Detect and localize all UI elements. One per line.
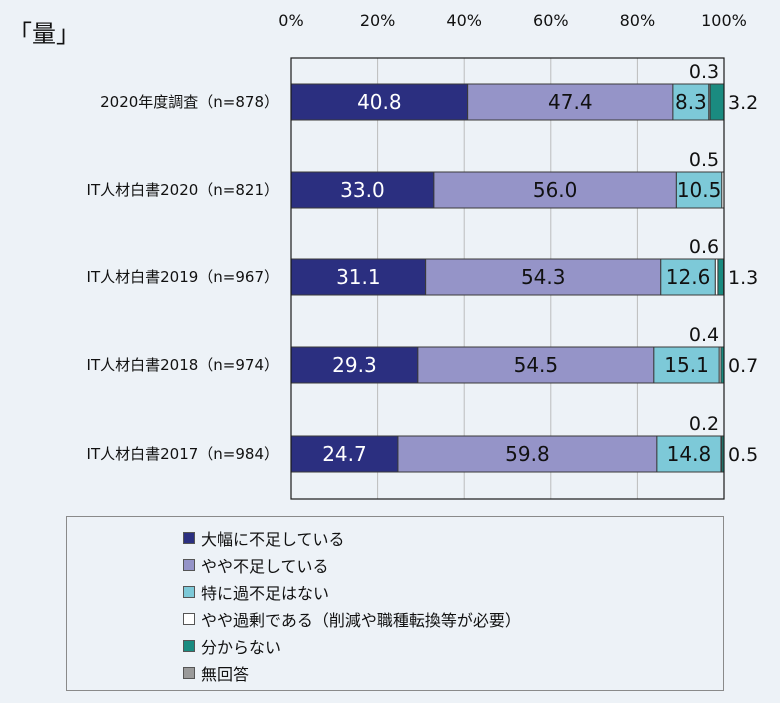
data-label: 8.3	[675, 90, 707, 114]
data-label: 15.1	[664, 353, 709, 377]
legend-swatch	[183, 586, 195, 598]
bar-segment	[675, 171, 723, 209]
legend-swatch	[183, 613, 195, 625]
bar-segment	[290, 346, 419, 384]
legend-label: やや不足している	[201, 557, 329, 576]
bar-segment	[672, 83, 710, 121]
legend-swatch	[183, 532, 195, 544]
data-label: 54.3	[521, 265, 566, 289]
category-labels: 2020年度調査（n=878） IT人材白書2020（n=821） IT人材白書20…	[87, 93, 279, 463]
legend-swatch	[183, 640, 195, 652]
legend-item: 特に過不足はない	[183, 581, 329, 603]
data-label: 56.0	[533, 178, 578, 202]
bar-segment	[290, 171, 435, 209]
category-label: IT人材白書2017（n=984）	[87, 445, 279, 463]
plot-frame	[290, 57, 725, 500]
bar-segment	[433, 171, 677, 209]
bars	[290, 83, 725, 473]
category-label: IT人材白書2018（n=974）	[87, 356, 279, 374]
data-label: 14.8	[667, 442, 712, 466]
x-tick-label: 60%	[533, 11, 569, 30]
data-label: 40.8	[357, 90, 402, 114]
x-axis-ticks: 0% 20% 40% 60% 80% 100%	[278, 11, 747, 30]
data-label-above: 0.2	[689, 413, 719, 435]
data-label-above: 0.4	[689, 324, 719, 346]
data-label-right: 1.3	[728, 267, 758, 289]
bar-segment	[709, 83, 725, 121]
bar-segment	[717, 258, 725, 296]
data-label: 54.5	[514, 353, 559, 377]
x-tick-label: 20%	[360, 11, 396, 30]
legend-item: 無回答	[183, 662, 249, 684]
x-tick-label: 100%	[701, 11, 747, 30]
category-label: IT人材白書2019（n=967）	[87, 268, 279, 286]
legend-item: やや不足している	[183, 554, 329, 576]
data-label-right: 0.5	[728, 444, 758, 466]
data-labels: 40.8 47.4 8.3 0.3 3.2 33.0 56.0 10.5 0.5 31.1 54.3…	[322, 61, 758, 466]
category-label: IT人材白書2020（n=821）	[87, 181, 279, 199]
x-tick-label: 40%	[446, 11, 482, 30]
legend-label: 大幅に不足している	[201, 530, 345, 549]
bar-segment	[425, 258, 662, 296]
legend: 大幅に不足している やや不足している 特に過不足はないやや過剰である（削減や職種転換…	[66, 516, 724, 691]
legend-swatch	[183, 559, 195, 571]
data-label-right: 0.7	[728, 355, 758, 377]
data-label: 31.1	[336, 265, 381, 289]
data-label: 29.3	[332, 353, 377, 377]
bar-segment	[397, 435, 658, 473]
data-label-above: 0.6	[689, 236, 719, 258]
data-label-right: 3.2	[728, 92, 758, 114]
x-tick-label: 0%	[278, 11, 303, 30]
data-label: 33.0	[340, 178, 385, 202]
data-label-above: 0.5	[689, 149, 719, 171]
category-label: 2020年度調査（n=878）	[100, 93, 279, 111]
legend-item: やや過剰である（削減や職種転換等が必要）	[183, 608, 521, 630]
data-label: 12.6	[666, 265, 711, 289]
x-tick-label: 80%	[620, 11, 656, 30]
legend-label: やや過剰である（削減や職種転換等が必要）	[201, 611, 521, 630]
data-label: 24.7	[322, 442, 367, 466]
data-label: 10.5	[677, 178, 722, 202]
chart-title: 「量」	[8, 20, 80, 48]
legend-label: 特に過不足はない	[201, 584, 330, 603]
legend-label: 無回答	[201, 665, 250, 684]
legend-item: 大幅に不足している	[183, 527, 345, 549]
bar-segment	[660, 258, 716, 296]
data-label-above: 0.3	[689, 61, 719, 83]
data-label: 47.4	[548, 90, 593, 114]
bar-segment	[653, 346, 720, 384]
bar-segment	[290, 258, 427, 296]
legend-item: 分からない	[183, 635, 281, 657]
bar-segment	[656, 435, 722, 473]
bar-segment	[467, 83, 674, 121]
legend-swatch	[183, 667, 195, 679]
bar-segment	[417, 346, 655, 384]
legend-label: 分からない	[201, 638, 282, 657]
data-label: 59.8	[505, 442, 550, 466]
